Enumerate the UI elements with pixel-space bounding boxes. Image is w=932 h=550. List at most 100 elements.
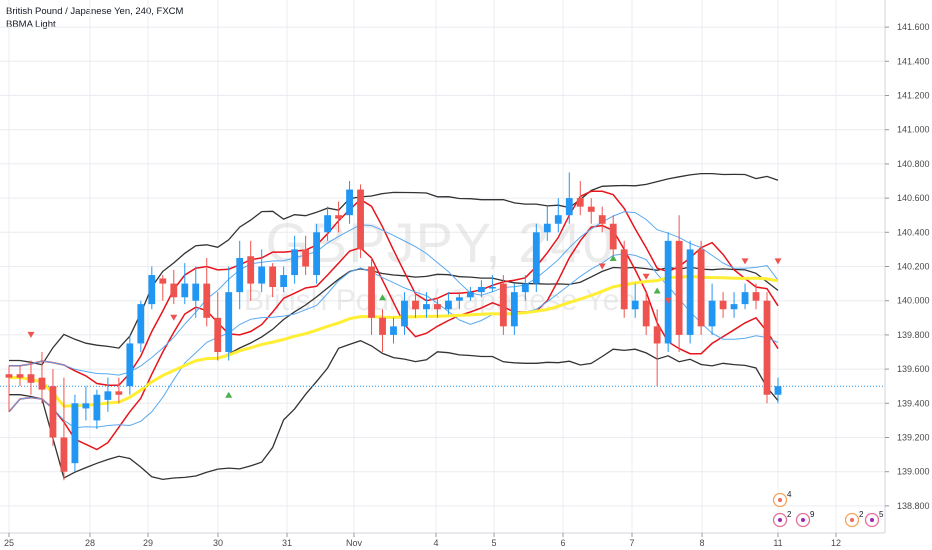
candle-body	[170, 283, 178, 298]
y-tick-label: 140.200	[897, 262, 930, 272]
x-tick-label: 5	[491, 538, 496, 548]
signal-down-arrow	[433, 304, 441, 311]
earnings-event-icon[interactable]: 2	[844, 510, 865, 528]
candle-body	[324, 215, 331, 233]
y-tick-label: 139.400	[897, 398, 930, 408]
candle-body	[71, 403, 79, 464]
signal-up-arrow	[609, 254, 617, 261]
ma10-high	[9, 211, 779, 376]
candle-body	[291, 249, 299, 276]
x-tick-label: 31	[282, 538, 292, 548]
candle-body	[269, 266, 277, 288]
candle-body	[225, 292, 233, 352]
candle-body	[510, 292, 518, 327]
candle-body	[598, 215, 606, 224]
candle-body	[302, 249, 310, 267]
candle-body	[236, 257, 244, 293]
y-tick-label: 139.000	[897, 467, 930, 477]
candle-body	[401, 300, 408, 327]
signal-down-arrow	[642, 273, 650, 280]
candle-body	[741, 292, 749, 305]
y-tick-label: 141.200	[897, 91, 930, 101]
candle-body	[159, 278, 167, 284]
y-tick-label: 140.800	[897, 159, 930, 169]
x-tick-label: 7	[629, 538, 634, 548]
earnings-event-icon[interactable]: 4	[772, 490, 793, 508]
candle-body	[445, 300, 452, 310]
candle-body	[763, 300, 771, 395]
candle-body	[82, 403, 90, 409]
candle-body	[631, 300, 639, 310]
y-tick-label: 139.200	[897, 433, 930, 443]
candle-body	[587, 206, 595, 212]
candle-body	[609, 223, 617, 250]
x-tick-label: 8	[699, 538, 704, 548]
candle-body	[247, 256, 255, 284]
event-count: 9	[810, 510, 815, 519]
candle-body	[38, 377, 46, 390]
events-row[interactable]: 4 2 9 2 5	[772, 490, 885, 528]
candle-body	[664, 240, 672, 344]
signal-down-arrow	[664, 297, 672, 304]
y-tick-label: 140.400	[897, 227, 930, 237]
candle-body	[203, 283, 211, 318]
candle-body	[466, 292, 474, 298]
candle-body	[214, 317, 222, 352]
candle-body	[5, 374, 13, 378]
candle-body	[697, 249, 705, 327]
event-count: 4	[787, 490, 792, 499]
chart-grid	[0, 0, 885, 533]
x-tick-label: 29	[143, 538, 153, 548]
signal-down-arrow	[598, 263, 606, 270]
event-flag-icon[interactable]: 5	[864, 510, 885, 528]
candle-body	[488, 287, 496, 289]
event-flag-icon[interactable]: 9	[795, 510, 816, 528]
signal-down-arrow	[27, 331, 35, 338]
candle-body	[137, 304, 145, 344]
candle-body	[379, 317, 386, 335]
signal-up-arrow	[379, 294, 387, 301]
indicator-label[interactable]: BBMA Light	[6, 19, 56, 30]
x-tick-label: 4	[433, 538, 438, 548]
candle-body	[620, 249, 628, 310]
bb-lower	[9, 339, 779, 481]
candle-body	[554, 215, 562, 224]
y-tick-label: 141.000	[897, 125, 930, 135]
symbol-title[interactable]: British Pound / Japanese Yen, 240, FXCM	[6, 6, 184, 17]
signal-up-arrow	[653, 287, 661, 294]
x-tick-label: 25	[4, 538, 14, 548]
bbma-bands	[0, 172, 885, 481]
candle-body	[49, 386, 57, 438]
y-tick-label: 139.600	[897, 364, 930, 374]
candle-body	[192, 283, 200, 301]
candle-body	[521, 283, 529, 293]
candle-body	[181, 283, 189, 298]
ema50	[9, 274, 779, 408]
candle-body	[686, 249, 694, 335]
candle-body	[543, 223, 551, 233]
event-flag-icon[interactable]: 2	[772, 510, 793, 528]
candle-body	[368, 266, 375, 318]
candle-body	[730, 304, 738, 310]
candle-body	[752, 292, 760, 301]
candle-body	[565, 198, 573, 216]
signal-up-arrow	[225, 391, 233, 398]
candle-body	[423, 304, 430, 310]
candle-body	[477, 287, 485, 293]
candle-body	[280, 275, 288, 288]
signal-down-arrow	[741, 258, 749, 265]
x-tick-label: 28	[85, 538, 95, 548]
event-count: 2	[787, 510, 792, 519]
x-tick-label: 11	[773, 538, 782, 548]
candle-body	[27, 374, 35, 383]
signal-arrows	[27, 254, 782, 398]
candle-body	[642, 300, 650, 327]
candle-body	[390, 326, 397, 335]
signal-down-arrow	[774, 258, 782, 265]
x-tick-label: 30	[213, 538, 223, 548]
x-tick-label: Nov	[346, 538, 363, 548]
candle-body	[708, 300, 716, 327]
candle-body	[115, 391, 123, 395]
